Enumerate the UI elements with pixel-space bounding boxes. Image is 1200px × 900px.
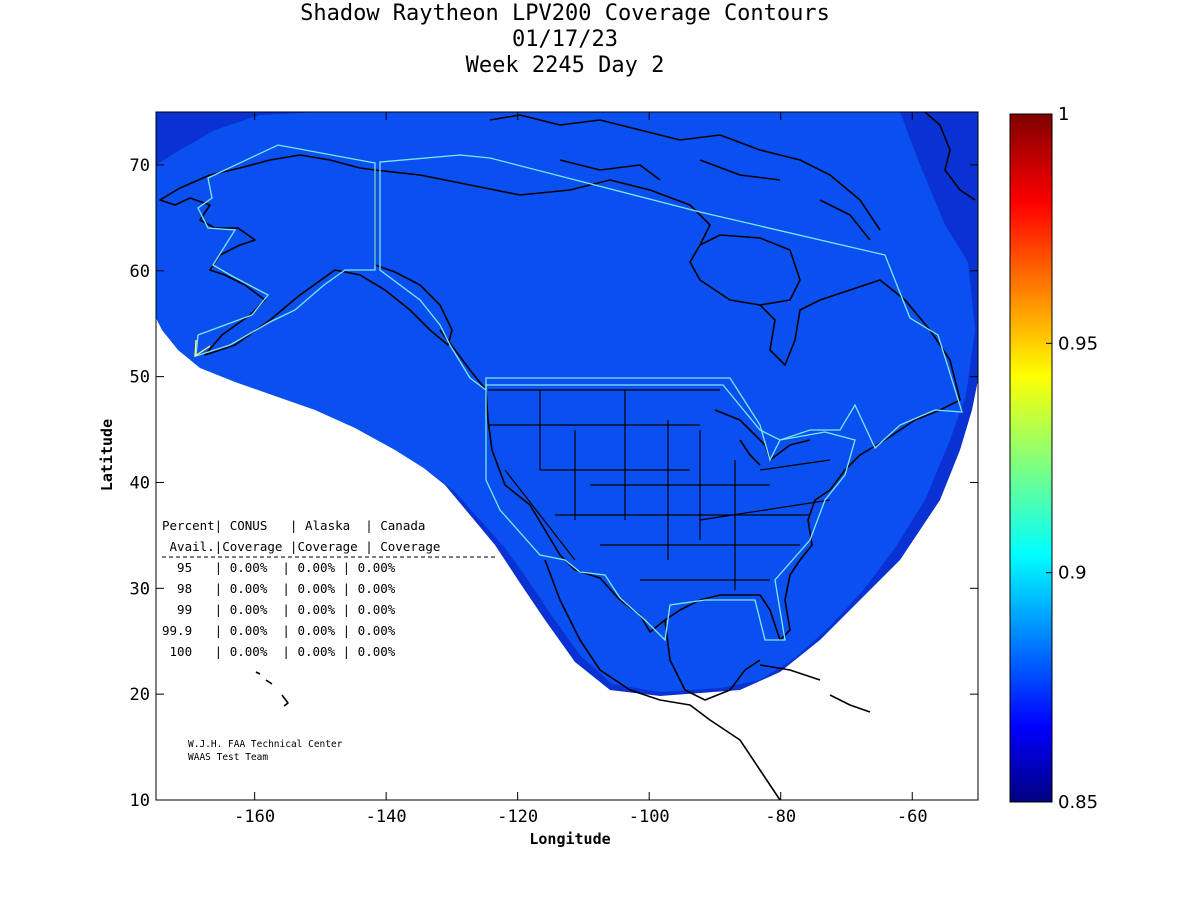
y-tick-label: 40 (130, 473, 150, 493)
y-tick-label: 60 (130, 262, 150, 282)
stats-table: Percent| CONUS | Alaska | Canada Avail.|… (162, 518, 498, 659)
x-tick-label: -80 (765, 807, 796, 827)
coverage-area (156, 112, 975, 692)
service-area-outlines (195, 144, 963, 642)
coastline-caribbean (759, 664, 871, 713)
coastline-arctic-islands (489, 114, 881, 241)
stats-table-row: 99.9 | 0.00% | 0.00% | 0.00% (162, 623, 396, 638)
y-tick-label: 50 (130, 368, 150, 388)
coastline-alaska (159, 154, 453, 356)
x-axis-label: Longitude (529, 830, 610, 848)
colorbar-tick-label: 0.85 (1058, 792, 1098, 813)
credit-line-1: W.J.H. FAA Technical Center (188, 739, 343, 750)
x-tick-label: -120 (497, 807, 538, 827)
stats-table-header-2: Avail.|Coverage |Coverage | Coverage (162, 539, 440, 554)
coastline-north-america (374, 169, 961, 641)
plot-frame (155, 111, 979, 801)
x-axis-ticks: -160 -140 -120 -100 -80 -60 (234, 112, 928, 827)
colorbar-ticks: 1 0.95 0.9 0.85 (1046, 104, 1098, 813)
y-tick-label: 10 (130, 791, 150, 811)
state-boundaries (488, 389, 831, 590)
stats-table-row: 99 | 0.00% | 0.00% | 0.00% (162, 602, 396, 617)
stats-table-header-1: Percent| CONUS | Alaska | Canada (162, 518, 425, 533)
y-tick-label: 30 (130, 579, 150, 599)
chart-week-day: Week 2245 Day 2 (465, 53, 665, 78)
chart-date: 01/17/23 (512, 27, 618, 52)
x-tick-label: -160 (234, 807, 275, 827)
service-area-aleutian-yellow (194, 339, 211, 358)
y-tick-label: 70 (130, 156, 150, 176)
credit-line-2: WAAS Test Team (188, 752, 268, 763)
x-tick-label: -140 (366, 807, 407, 827)
stats-table-row: 95 | 0.00% | 0.00% | 0.00% (162, 560, 396, 575)
colorbar-tick-label: 0.9 (1058, 563, 1087, 584)
y-axis-label: Latitude (98, 419, 116, 491)
coastline-hawaii (255, 671, 289, 707)
stats-table-row: 100 | 0.00% | 0.00% | 0.00% (162, 644, 396, 659)
chart-title: Shadow Raytheon LPV200 Coverage Contours (300, 1, 830, 26)
colorbar-tick-label: 0.95 (1058, 333, 1098, 354)
coastline-mexico (544, 559, 781, 800)
service-area-conus (485, 384, 856, 642)
colorbar-tick-label: 1 (1058, 104, 1069, 125)
y-axis-ticks: 10 20 30 40 50 60 70 (130, 156, 978, 811)
service-area-canada (379, 154, 963, 462)
coastline-hudson-bay (699, 234, 801, 306)
x-tick-label: -60 (897, 807, 928, 827)
service-area-alaska (195, 144, 376, 357)
y-tick-label: 20 (130, 685, 150, 705)
colorbar (1009, 113, 1053, 803)
coastline-greenland (924, 112, 976, 201)
stats-table-row: 98 | 0.00% | 0.00% | 0.00% (162, 581, 396, 596)
x-tick-label: -100 (629, 807, 670, 827)
